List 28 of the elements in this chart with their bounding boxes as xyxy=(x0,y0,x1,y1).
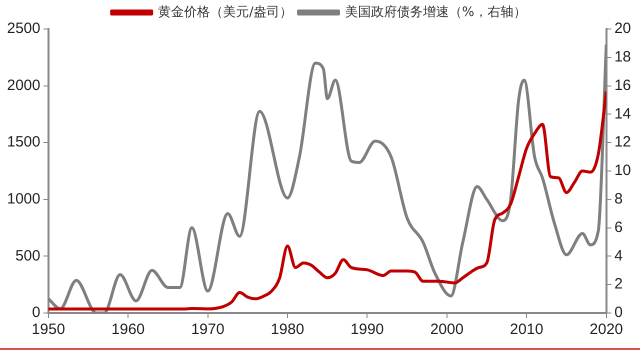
y2-tick-label: 2 xyxy=(614,276,623,293)
line-series xyxy=(48,90,606,311)
x-tick-label: 1960 xyxy=(111,321,145,338)
y2-tick-label: 16 xyxy=(614,76,632,94)
y2-tick-label: 6 xyxy=(614,218,623,236)
y2-tick-label: 4 xyxy=(614,247,623,264)
x-tick-label: 1980 xyxy=(270,321,304,338)
y2-tick-label: 20 xyxy=(614,20,632,38)
y-tick-label: 0 xyxy=(32,304,40,322)
y-tick-label: 2000 xyxy=(6,76,40,94)
legend-label: 黄金价格（美元/盎司） xyxy=(158,4,293,20)
y-tick-label: 500 xyxy=(15,247,40,264)
x-tick-label: 1950 xyxy=(32,321,66,338)
y2-tick-label: 10 xyxy=(614,162,632,180)
x-tick-label: 1970 xyxy=(191,321,224,338)
legend-label: 美国政府债务增速（%，右轴） xyxy=(345,4,526,20)
y2-tick-label: 8 xyxy=(614,190,623,208)
y-tick-label: 1000 xyxy=(6,190,40,208)
y-tick-label: 2500 xyxy=(6,20,40,38)
x-tick-label: 2010 xyxy=(510,321,544,338)
x-tick-label: 1990 xyxy=(350,321,384,338)
y2-tick-label: 12 xyxy=(614,134,632,151)
x-tick-label: 2020 xyxy=(590,321,624,338)
y2-tick-label: 14 xyxy=(614,105,632,122)
x-tick-label: 2000 xyxy=(430,321,464,338)
y-tick-label: 1500 xyxy=(6,134,40,151)
y2-tick-label: 0 xyxy=(614,304,623,322)
y2-tick-label: 18 xyxy=(614,48,632,66)
